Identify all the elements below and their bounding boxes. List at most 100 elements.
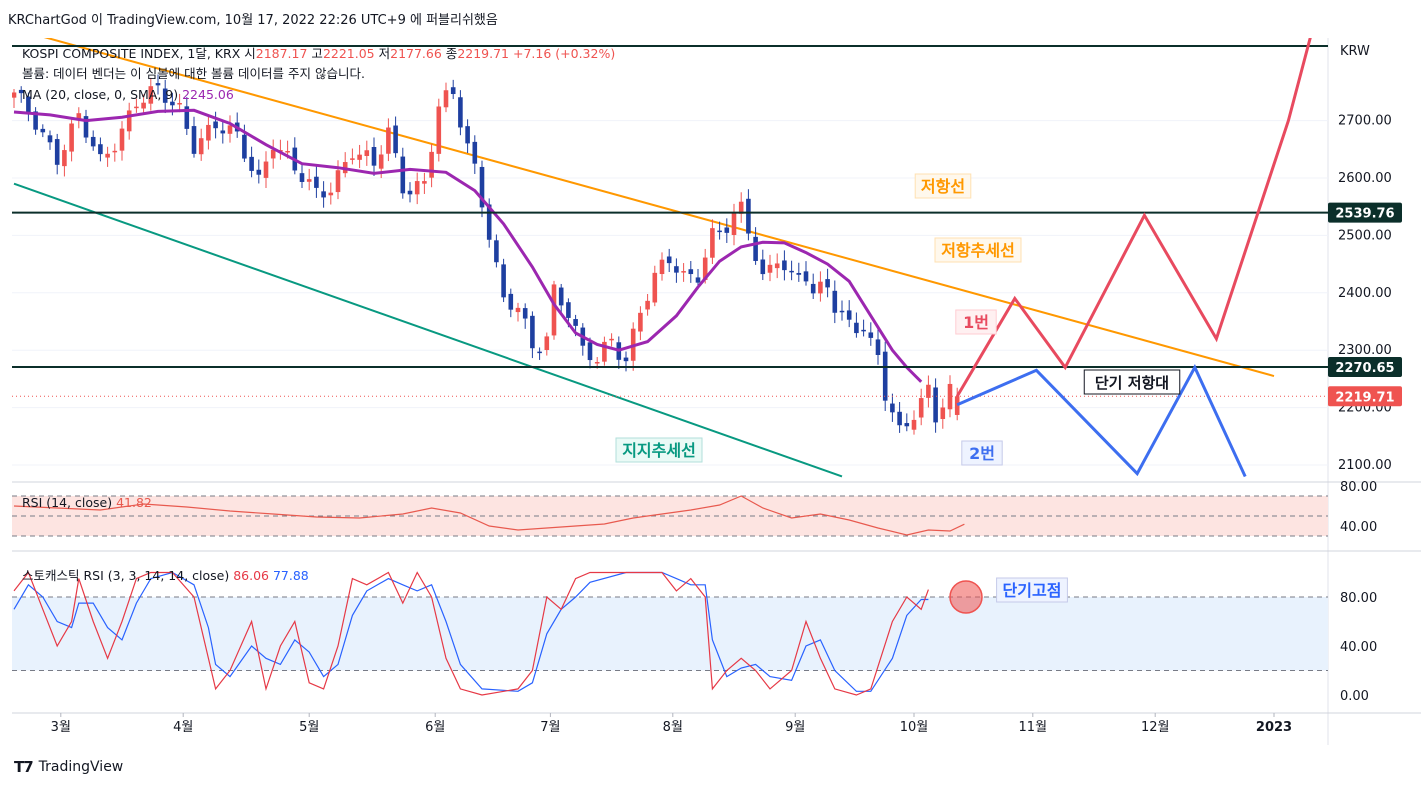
candle-body[interactable] xyxy=(328,192,334,196)
candle-body[interactable] xyxy=(926,384,931,398)
candle-body[interactable] xyxy=(940,407,946,420)
candle-body[interactable] xyxy=(688,269,694,275)
label-short-peak[interactable]: 단기고점 xyxy=(996,577,1068,603)
candle-body[interactable] xyxy=(522,308,528,319)
candle-body[interactable] xyxy=(760,259,766,275)
candle-body[interactable] xyxy=(717,230,722,233)
candle-body[interactable] xyxy=(652,272,658,303)
candle-body[interactable] xyxy=(854,322,859,334)
candle-body[interactable] xyxy=(782,260,787,271)
candle-body[interactable] xyxy=(47,135,53,143)
stoch-pane[interactable] xyxy=(12,571,1328,696)
stoch-highlight-circle[interactable] xyxy=(949,580,983,614)
candle-body[interactable] xyxy=(501,264,506,298)
candle-body[interactable] xyxy=(299,173,305,182)
candle-body[interactable] xyxy=(818,281,823,294)
candle-body[interactable] xyxy=(472,141,478,164)
candle-body[interactable] xyxy=(155,83,161,86)
candle-body[interactable] xyxy=(76,113,82,121)
candle-body[interactable] xyxy=(839,310,845,313)
resistance-trendline[interactable] xyxy=(14,29,1275,377)
candle-body[interactable] xyxy=(400,156,406,194)
candle-body[interactable] xyxy=(465,126,470,144)
candle-body[interactable] xyxy=(918,398,924,418)
candle-body[interactable] xyxy=(33,111,38,130)
candle-body[interactable] xyxy=(227,125,233,134)
candle-body[interactable] xyxy=(710,228,715,258)
candle-body[interactable] xyxy=(587,342,593,361)
candle-body[interactable] xyxy=(242,134,247,159)
candle-body[interactable] xyxy=(357,154,362,160)
candle-body[interactable] xyxy=(774,263,780,269)
projection-path-2[interactable] xyxy=(956,364,1247,478)
candle-body[interactable] xyxy=(306,179,312,182)
candle-body[interactable] xyxy=(515,307,521,313)
support-trendline[interactable] xyxy=(13,182,843,478)
candle-body[interactable] xyxy=(54,139,60,165)
candle-body[interactable] xyxy=(270,149,276,159)
candle-body[interactable] xyxy=(666,256,672,264)
candle-body[interactable] xyxy=(846,310,852,320)
candle-body[interactable] xyxy=(623,357,629,362)
candle-body[interactable] xyxy=(220,130,226,134)
candle-body[interactable] xyxy=(414,181,420,195)
candle-body[interactable] xyxy=(746,198,751,234)
candle-body[interactable] xyxy=(868,332,874,338)
candle-body[interactable] xyxy=(494,240,499,263)
candle-body[interactable] xyxy=(198,138,204,155)
candle-body[interactable] xyxy=(371,146,377,166)
candle-body[interactable] xyxy=(83,116,89,138)
candle-body[interactable] xyxy=(335,170,341,193)
ma20-line[interactable] xyxy=(13,108,923,383)
candle-body[interactable] xyxy=(429,151,434,178)
candle-body[interactable] xyxy=(249,156,254,171)
stoch-k-line[interactable] xyxy=(13,571,929,696)
candle-body[interactable] xyxy=(62,150,67,167)
candle-body[interactable] xyxy=(364,150,370,156)
candle-body[interactable] xyxy=(126,110,132,132)
candle-body[interactable] xyxy=(674,266,679,273)
candle-body[interactable] xyxy=(767,264,773,273)
candle-body[interactable] xyxy=(537,351,542,354)
candle-body[interactable] xyxy=(724,227,730,233)
candle-body[interactable] xyxy=(436,106,442,154)
rsi-pane[interactable] xyxy=(12,495,1328,537)
candle-body[interactable] xyxy=(594,362,600,364)
label-path-2[interactable]: 2번 xyxy=(961,440,1003,466)
rsi-line[interactable] xyxy=(13,495,965,536)
candle-body[interactable] xyxy=(897,411,902,426)
candle-body[interactable] xyxy=(40,128,46,133)
branding[interactable]: 𝗧𝟳 TradingView xyxy=(14,758,123,776)
candle-body[interactable] xyxy=(112,150,118,153)
candle-body[interactable] xyxy=(407,190,413,195)
candle-body[interactable] xyxy=(177,102,182,105)
candle-body[interactable] xyxy=(69,123,74,152)
candle-body[interactable] xyxy=(681,271,686,273)
candle-body[interactable] xyxy=(551,284,557,336)
candle-body[interactable] xyxy=(602,341,607,362)
candle-body[interactable] xyxy=(609,338,614,341)
candle-body[interactable] xyxy=(753,236,758,261)
projection-path-1[interactable] xyxy=(955,12,1317,398)
candle-body[interactable] xyxy=(954,396,960,415)
candle-body[interactable] xyxy=(911,419,917,430)
candle-body[interactable] xyxy=(148,86,154,104)
candle-body[interactable] xyxy=(170,101,175,106)
candle-body[interactable] xyxy=(832,290,838,313)
main-pane[interactable] xyxy=(12,29,1328,478)
candle-body[interactable] xyxy=(479,166,485,208)
candle-body[interactable] xyxy=(162,88,168,103)
candle-body[interactable] xyxy=(875,339,881,355)
candle-body[interactable] xyxy=(386,127,391,154)
candle-body[interactable] xyxy=(90,136,96,147)
candle-body[interactable] xyxy=(566,302,571,318)
candle-body[interactable] xyxy=(285,150,290,153)
candle-body[interactable] xyxy=(105,153,110,158)
candle-body[interactable] xyxy=(825,279,830,288)
stoch-d-line[interactable] xyxy=(13,571,929,692)
candle-body[interactable] xyxy=(141,102,146,109)
candle-body[interactable] xyxy=(191,126,197,154)
candle-body[interactable] xyxy=(861,329,866,332)
label-short-resistance[interactable]: 단기 저항대 xyxy=(1083,369,1181,395)
